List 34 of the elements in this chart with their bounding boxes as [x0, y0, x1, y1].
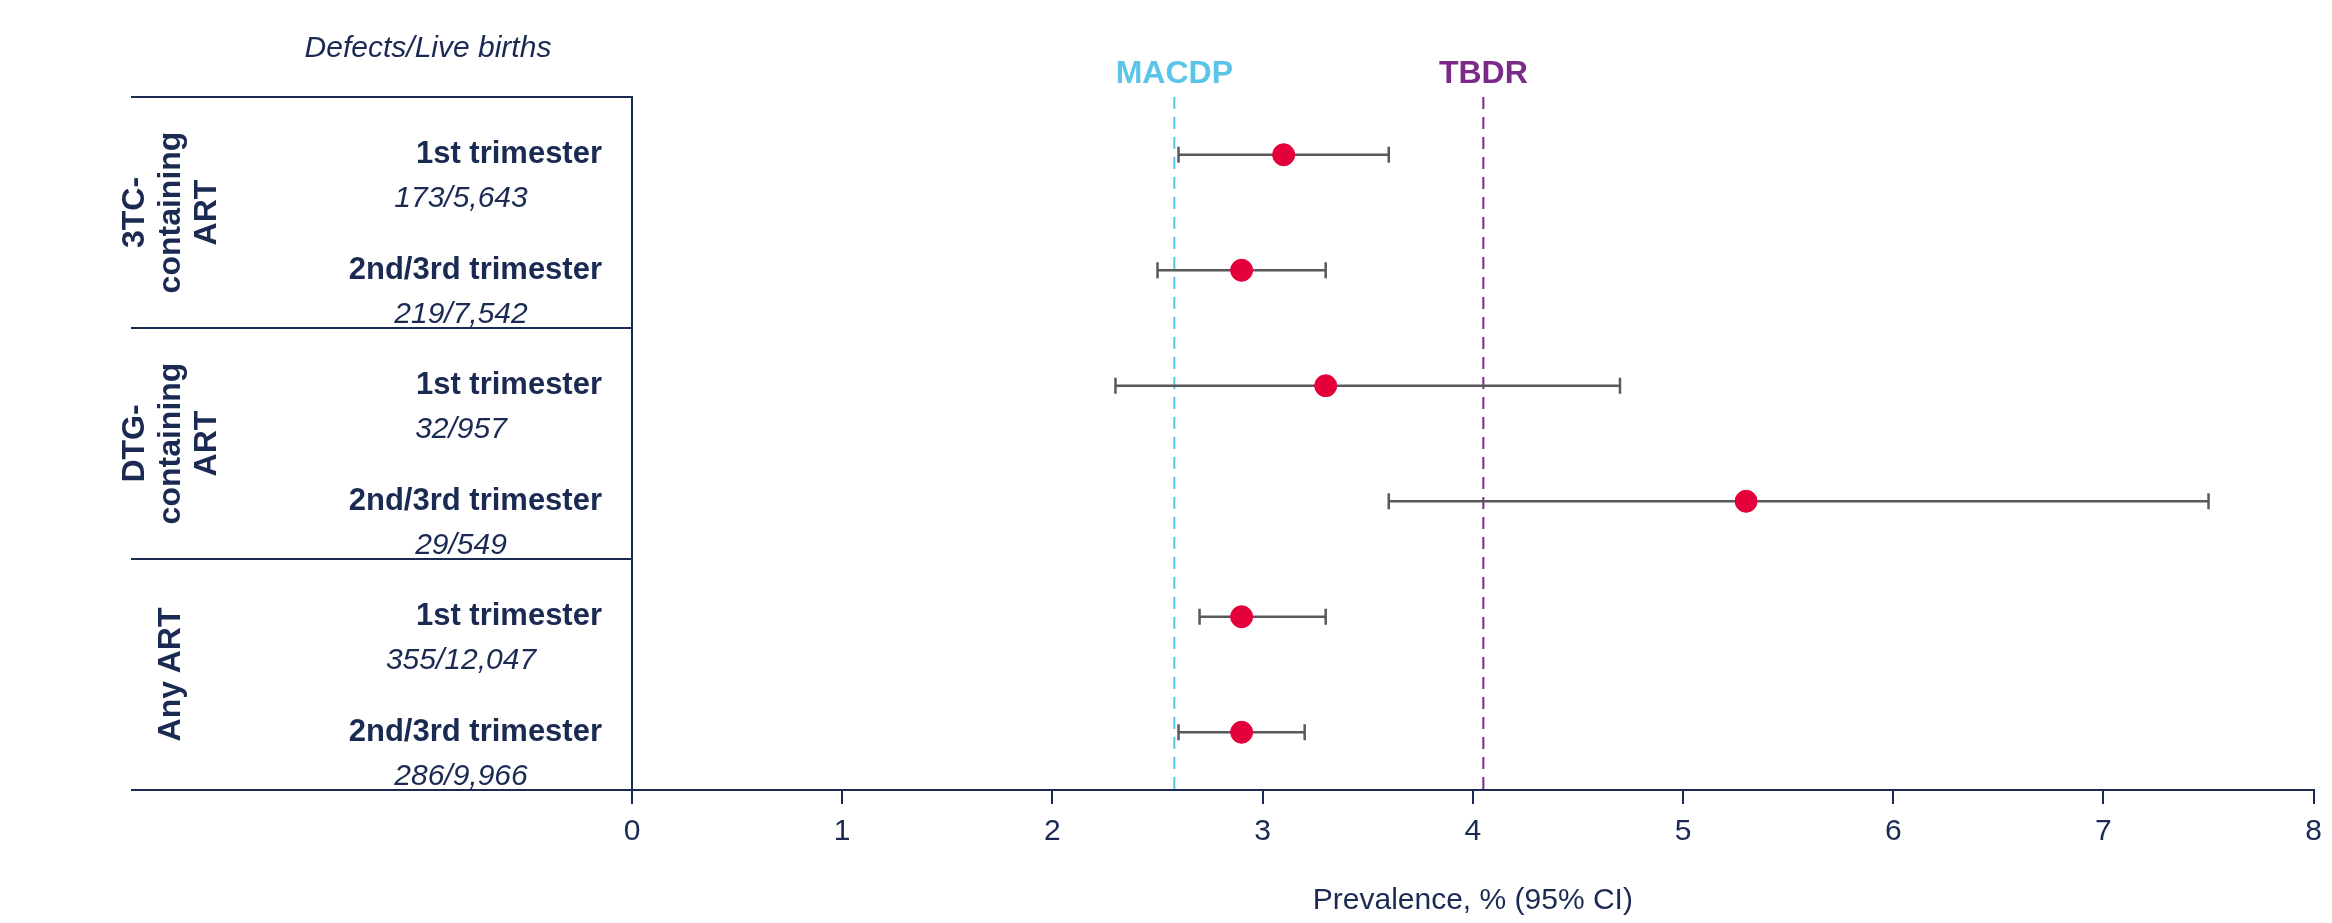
x-axis-title: Prevalence, % (95% CI) [1312, 882, 1633, 916]
text: Any ART [150, 607, 187, 742]
text: DTG-containing ART [114, 362, 223, 525]
text: 173/5,643 [394, 180, 529, 214]
x-tick-label: 6 [1884, 813, 1902, 847]
y-tick-label: 1st trimester [415, 366, 602, 402]
x-tick-label: 5 [1674, 813, 1692, 847]
x-tick-label: 3 [1254, 813, 1271, 847]
ref-line-label: TBDR [1438, 54, 1528, 90]
x-tick-label: 4 [1464, 813, 1482, 847]
x-tick-label: 2 [1044, 813, 1061, 847]
ref-line-label: MACDP [1115, 54, 1233, 90]
point [1230, 720, 1254, 744]
y-tick-label: 2nd/3rd trimester [348, 712, 602, 748]
text: 219/7,542 [393, 295, 529, 329]
point [1734, 489, 1758, 513]
text: Defects/Live births [304, 30, 552, 63]
x-tick-label: 0 [623, 813, 641, 847]
y-tick-label: 1st trimester [415, 597, 602, 633]
text: 355/12,047 [385, 642, 538, 676]
point [1230, 258, 1254, 282]
y-tick-label: 1st trimester [415, 135, 602, 171]
y-tick-label: 2nd/3rd trimester [348, 250, 602, 286]
x-tick-label: 8 [2305, 813, 2322, 847]
x-tick-label: 1 [833, 813, 851, 847]
x-tick-label: 7 [2095, 813, 2112, 847]
y-tick-label: 2nd/3rd trimester [348, 481, 602, 517]
point [1272, 143, 1296, 167]
text: 3TC-containing ART [114, 131, 223, 294]
point [1230, 605, 1254, 629]
text: 32/957 [415, 411, 509, 445]
text: 29/549 [414, 526, 508, 560]
point [1314, 374, 1338, 398]
text: 286/9,966 [393, 757, 529, 791]
